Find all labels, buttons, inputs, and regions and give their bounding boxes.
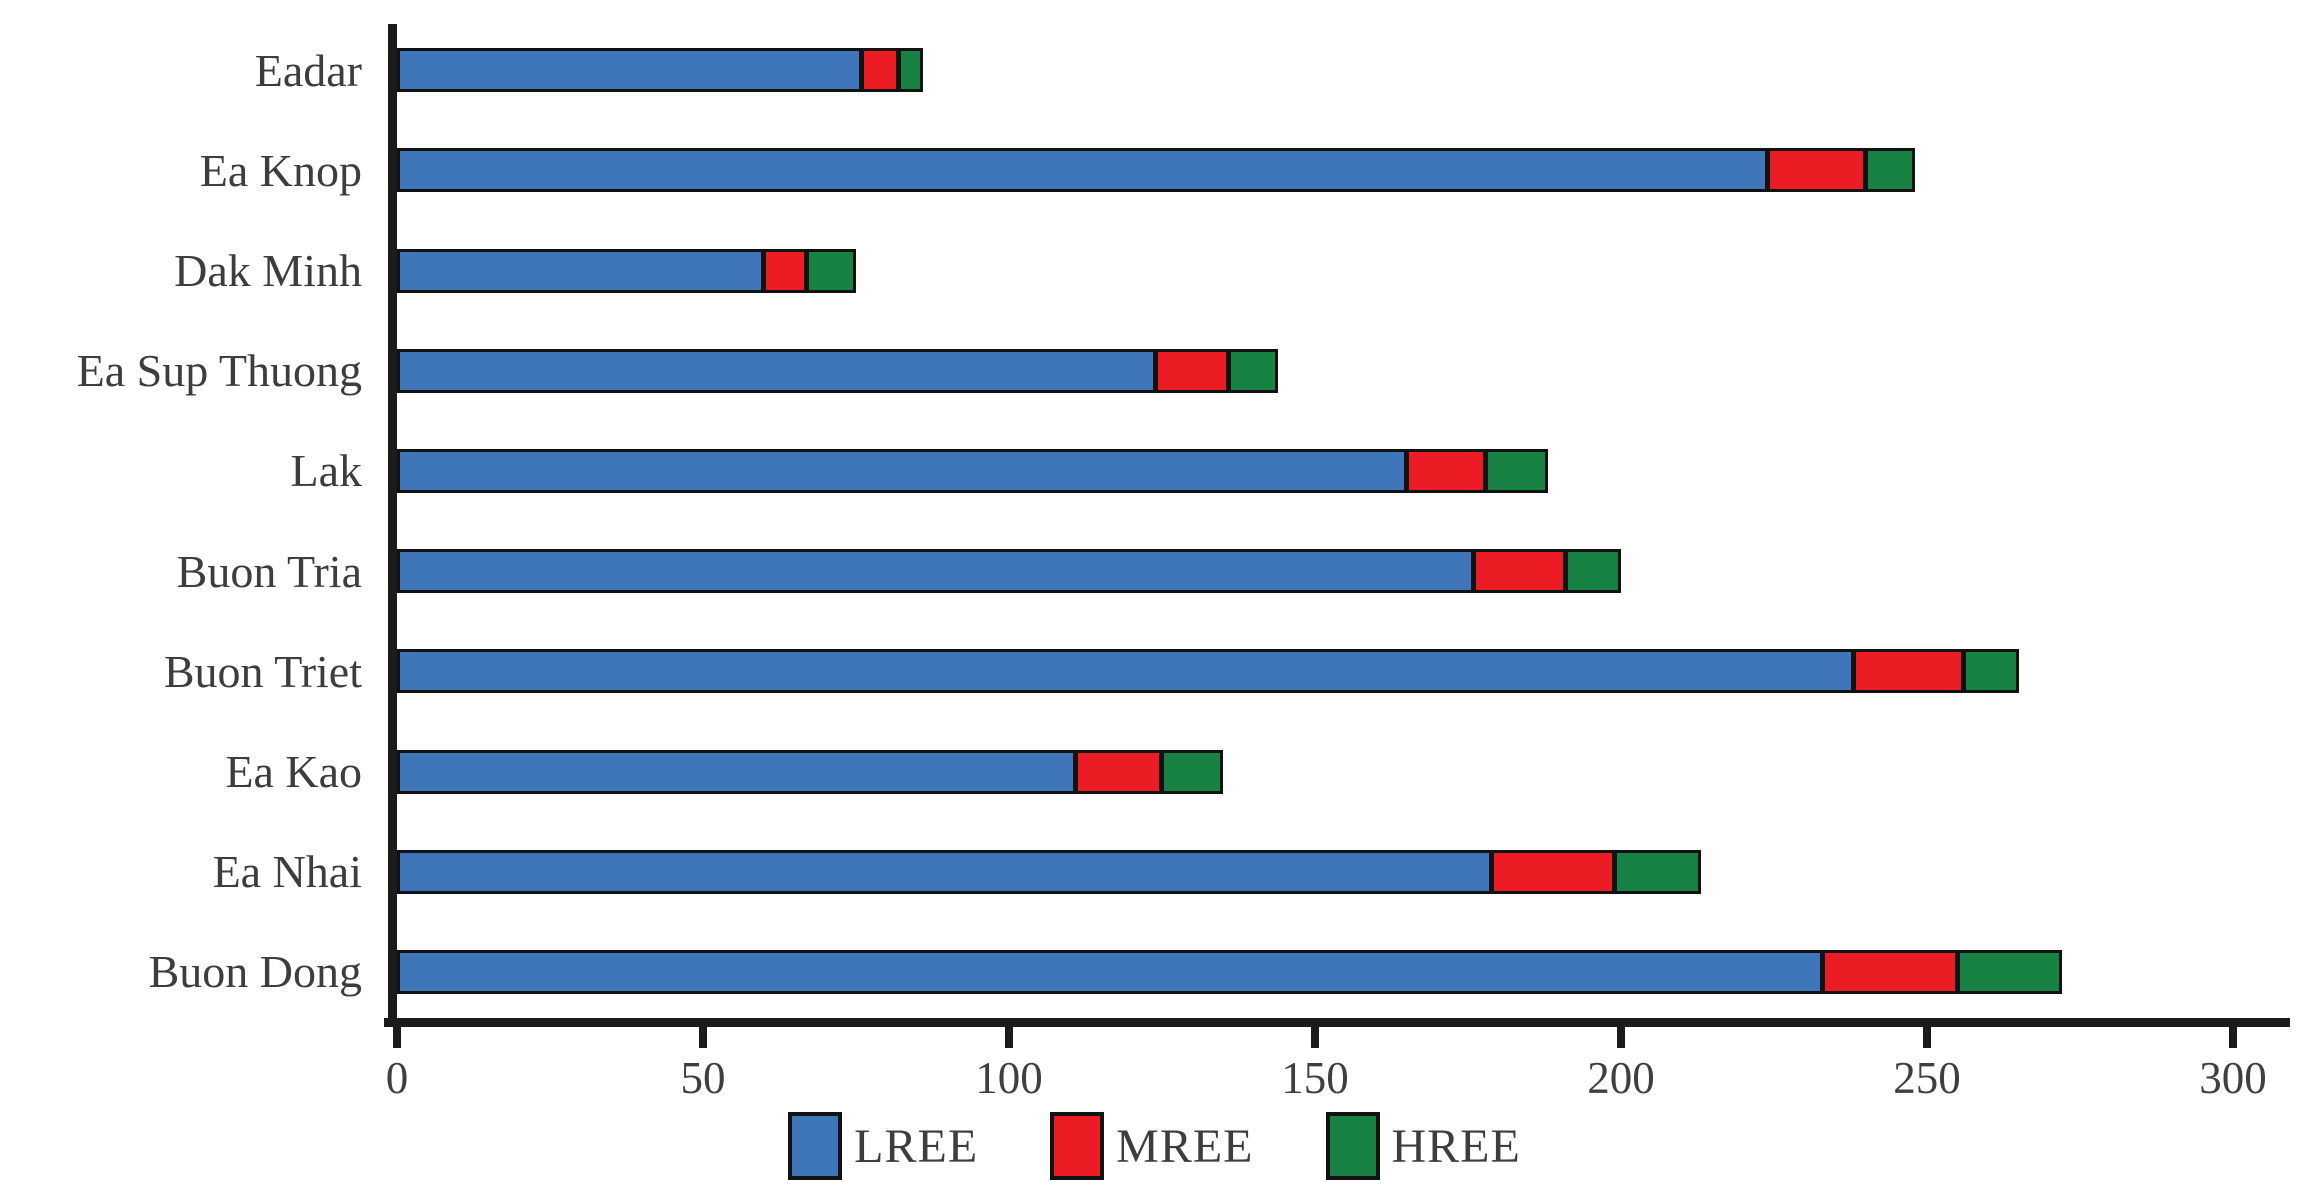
- category-label: Lak: [290, 445, 362, 497]
- bar-row: [397, 20, 2233, 120]
- category-label-row: Ea Sup Thuong: [0, 321, 362, 421]
- category-label: Ea Knop: [199, 144, 362, 196]
- bar-segment-mree: [1155, 348, 1230, 393]
- bar-segment-hree: [1161, 749, 1224, 794]
- category-label-row: Lak: [0, 421, 362, 521]
- bar-segment-mree: [1406, 448, 1487, 493]
- bar-segment-mree: [1492, 849, 1615, 894]
- bar-segment-hree: [1229, 348, 1279, 393]
- bar-stack-ea-nhai: [397, 849, 1701, 894]
- legend-swatch-hree: [1325, 1112, 1380, 1180]
- x-axis-tick: [1923, 1027, 1931, 1048]
- category-label-row: Buon Triet: [0, 621, 362, 721]
- x-axis-tick-label: 100: [975, 1053, 1043, 1103]
- category-label-row: Ea Knop: [0, 120, 362, 220]
- category-label: Ea Kao: [225, 746, 362, 798]
- bar-segment-lree: [397, 849, 1493, 894]
- category-label: Dak Minh: [174, 245, 362, 296]
- bar-row: [397, 822, 2233, 922]
- category-label-row: Buon Tria: [0, 521, 362, 621]
- bar-stack-ea-sup-thuong: [397, 348, 1279, 393]
- category-label-row: Ea Nhai: [0, 822, 362, 922]
- bar-segment-hree: [1865, 148, 1915, 193]
- y-axis-line: [388, 24, 397, 1027]
- bar-segment-hree: [1486, 448, 1548, 493]
- category-label-row: Buon Dong: [0, 922, 362, 1022]
- bar-segment-lree: [397, 549, 1475, 594]
- x-axis-tick: [393, 1027, 401, 1048]
- legend-item-lree: LREE: [788, 1112, 978, 1180]
- x-axis-tick: [699, 1027, 707, 1048]
- bar-segment-lree: [397, 749, 1077, 794]
- bar-stack-buon-dong: [397, 949, 2062, 994]
- bar-segment-hree: [1963, 649, 2019, 694]
- legend-item-hree: HREE: [1325, 1112, 1521, 1180]
- bar-stack-ea-knop: [397, 148, 1915, 193]
- bar-segment-lree: [397, 248, 765, 293]
- category-label: Ea Nhai: [212, 846, 362, 898]
- category-label: Buon Triet: [163, 645, 362, 697]
- bar-row: [397, 321, 2233, 421]
- legend-item-mree: MREE: [1050, 1112, 1253, 1180]
- bar-row: [397, 120, 2233, 220]
- y-axis-category-labels: Eadar Ea Knop Dak Minh Ea Sup Thuong Lak Buon…: [0, 20, 362, 1022]
- x-axis-tick-label: 150: [1281, 1053, 1349, 1103]
- x-axis-tick-label: 50: [680, 1053, 726, 1103]
- bar-segment-lree: [397, 448, 1407, 493]
- legend-label: HREE: [1391, 1119, 1521, 1173]
- bar-segment-lree: [397, 348, 1156, 393]
- bar-row: [397, 521, 2233, 621]
- legend-label: MREE: [1116, 1119, 1254, 1173]
- x-axis-tick-label: 200: [1587, 1053, 1655, 1103]
- bar-stack-lak: [397, 448, 1548, 493]
- x-axis-tick: [1311, 1027, 1319, 1048]
- x-axis-line: [384, 1018, 2290, 1027]
- category-label: Eadar: [254, 44, 362, 96]
- bar-row: [397, 922, 2233, 1022]
- bar-segment-hree: [1565, 549, 1621, 594]
- x-axis-tick: [1617, 1027, 1625, 1048]
- bar-segment-mree: [1474, 549, 1566, 594]
- category-label-row: Ea Kao: [0, 721, 362, 821]
- bar-segment-mree: [1853, 649, 1964, 694]
- legend: LREE MREE HREE: [0, 1112, 2309, 1180]
- category-label: Buon Tria: [176, 545, 362, 597]
- bar-stack-ea-kao: [397, 749, 1224, 794]
- bar-segment-mree: [764, 248, 808, 293]
- bar-row: [397, 220, 2233, 320]
- x-axis-tick-label: 0: [385, 1053, 409, 1103]
- bar-segment-mree: [862, 48, 899, 93]
- bar-segment-lree: [397, 148, 1768, 193]
- bar-segment-hree: [807, 248, 856, 293]
- bar-segment-lree: [397, 48, 863, 93]
- category-label: Ea Sup Thuong: [76, 345, 362, 397]
- category-label-row: Eadar: [0, 20, 362, 120]
- bar-segment-mree: [1822, 949, 1958, 994]
- bar-segment-lree: [397, 649, 1854, 694]
- x-axis-tick-label: 300: [2199, 1053, 2267, 1103]
- bar-stack-eadar: [397, 48, 924, 93]
- x-axis-tick: [1005, 1027, 1013, 1048]
- category-label: Buon Dong: [148, 946, 362, 998]
- x-axis-tick: [2229, 1027, 2237, 1048]
- bar-segment-hree: [1957, 949, 2062, 994]
- bar-segment-hree: [898, 48, 924, 93]
- legend-swatch-mree: [1050, 1112, 1105, 1180]
- x-axis-tick-label: 250: [1893, 1053, 1961, 1103]
- bar-row: [397, 621, 2233, 721]
- bar-stack-buon-triet: [397, 649, 2019, 694]
- bar-segment-lree: [397, 949, 1823, 994]
- legend-label: LREE: [854, 1119, 979, 1173]
- bar-stack-buon-tria: [397, 549, 1621, 594]
- category-label-row: Dak Minh: [0, 220, 362, 320]
- bar-stack-dak-minh: [397, 248, 856, 293]
- plot-area: [397, 20, 2233, 1022]
- bar-segment-hree: [1614, 849, 1701, 894]
- legend-swatch-lree: [788, 1112, 843, 1180]
- bar-row: [397, 421, 2233, 521]
- bar-segment-mree: [1767, 148, 1866, 193]
- bar-segment-mree: [1076, 749, 1162, 794]
- bar-row: [397, 721, 2233, 821]
